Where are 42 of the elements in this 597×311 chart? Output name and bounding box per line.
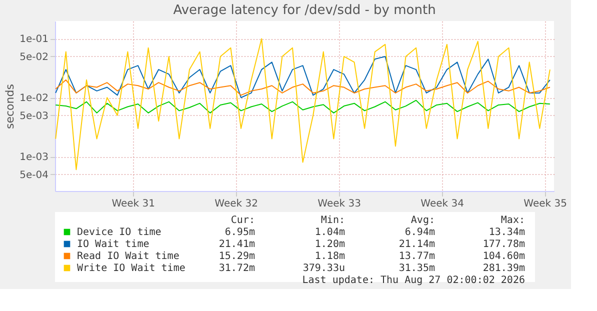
text: 6.95m — [224, 227, 255, 238]
text: 21.14m — [398, 239, 435, 250]
y-axis-title: seconds — [4, 84, 17, 129]
legend-label: Read IO Wait time — [77, 251, 180, 262]
text: 104.60m — [482, 251, 525, 262]
y-tick-label: 5e-03 — [20, 110, 48, 122]
legend-label: IO Wait time — [77, 239, 150, 250]
line-series — [55, 100, 550, 114]
text: 31.72m — [218, 263, 255, 274]
y-tick-label: 5e-04 — [20, 170, 48, 181]
y-tick-label: 1e-02 — [20, 93, 48, 104]
legend-label: Device IO time — [77, 227, 162, 238]
text: 379.33u — [302, 263, 345, 274]
text: 1.18m — [314, 251, 345, 262]
text: 1.20m — [314, 239, 345, 250]
y-tick-label: 1e-01 — [20, 34, 48, 46]
x-tick-label: Week 32 — [214, 198, 258, 210]
text: 13.34m — [488, 227, 525, 238]
x-tick-label: Week 34 — [420, 198, 464, 210]
text: 21.41m — [218, 239, 255, 250]
line-series — [55, 56, 550, 98]
legend-label: Write IO Wait time — [77, 263, 186, 274]
text: 6.94m — [404, 227, 435, 238]
chart-title: Average latency for /dev/sdd - by month — [173, 3, 436, 18]
x-tick-label: Week 35 — [524, 198, 567, 210]
y-tick-label: 1e-03 — [20, 152, 48, 164]
text: 31.35m — [398, 263, 435, 274]
line-series — [55, 38, 550, 170]
text: Avg: — [410, 215, 435, 226]
line-series — [55, 79, 550, 96]
text: Min: — [320, 215, 345, 226]
text: Last update: Thu Aug 27 02:00:02 2026 — [302, 275, 525, 286]
text: 15.29m — [218, 251, 255, 262]
text: Max: — [500, 215, 525, 226]
text: 281.39m — [482, 263, 525, 274]
x-tick-label: Week 31 — [112, 198, 156, 210]
text: 1.04m — [314, 227, 345, 238]
x-tick-label: Week 33 — [318, 198, 361, 210]
text: Cur: — [230, 215, 255, 226]
text: 13.77m — [398, 251, 435, 262]
text: 177.78m — [482, 239, 525, 250]
y-tick-label: 5e-02 — [20, 52, 48, 63]
